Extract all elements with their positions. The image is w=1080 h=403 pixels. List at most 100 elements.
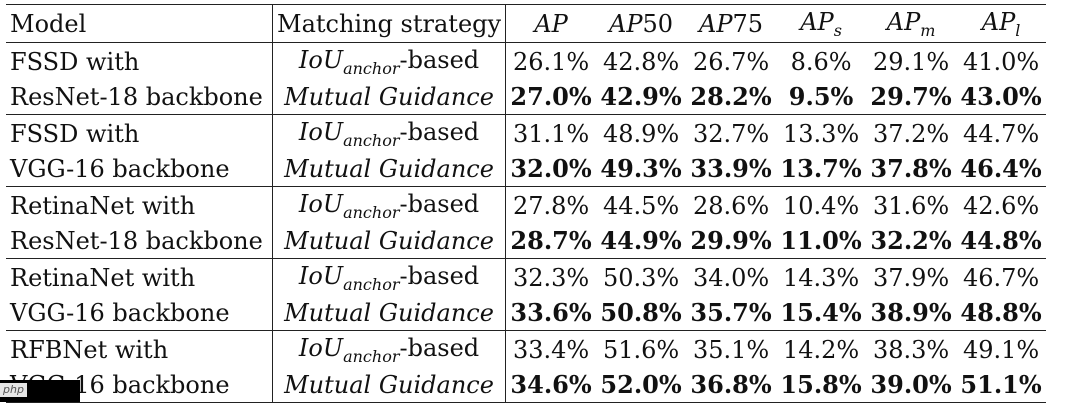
value-cell: 37.2% bbox=[866, 114, 957, 152]
iou-label: IoU bbox=[298, 262, 344, 290]
model-cell: ResNet-18 backbone bbox=[10, 227, 263, 255]
iou-subscript: anchor bbox=[343, 347, 400, 366]
value-cell: 29.9% bbox=[690, 226, 772, 255]
value-cell: 44.5% bbox=[596, 186, 687, 224]
value-cell: 14.3% bbox=[776, 258, 867, 296]
header-apl: APl bbox=[956, 4, 1047, 43]
value-cell: 26.1% bbox=[505, 42, 597, 80]
strategy-iou-cell: IoUanchor-based bbox=[271, 186, 507, 224]
value-cell: 48.9% bbox=[596, 114, 687, 152]
iou-label: IoU bbox=[298, 46, 344, 74]
strategy-iou-cell: IoUanchor-based bbox=[271, 330, 507, 368]
strategy-mutual-cell: Mutual Guidance bbox=[271, 224, 507, 259]
header-model: Model bbox=[6, 4, 273, 43]
value-cell: 33.6% bbox=[510, 298, 592, 327]
watermark-logo: php bbox=[0, 380, 80, 402]
value-cell: 8.6% bbox=[776, 42, 867, 80]
value-cell: 42.9% bbox=[600, 82, 682, 111]
table-row: FSSD with IoUanchor-based 31.1% 48.9% 32.7% 1… bbox=[6, 114, 1047, 152]
value-cell: 48.8% bbox=[960, 298, 1042, 327]
value-cell: 49.1% bbox=[956, 330, 1047, 368]
iou-suffix: -based bbox=[399, 118, 480, 146]
value-cell: 46.4% bbox=[960, 154, 1042, 183]
value-cell: 38.3% bbox=[866, 330, 957, 368]
model-cell: FSSD with bbox=[6, 114, 273, 152]
value-cell: 32.0% bbox=[510, 154, 592, 183]
value-cell: 39.0% bbox=[866, 368, 957, 403]
mutual-label: Mutual Guidance bbox=[284, 299, 494, 327]
iou-suffix: -based bbox=[399, 262, 480, 290]
strategy-mutual-cell: Mutual Guidance bbox=[271, 368, 507, 403]
mutual-label: Mutual Guidance bbox=[284, 155, 494, 183]
table-row: VGG-16 backbone Mutual Guidance 34.6% 52.0%… bbox=[6, 368, 1047, 403]
value-cell: 14.2% bbox=[776, 330, 867, 368]
model-cell: RFBNet with bbox=[6, 330, 273, 368]
value-cell: 44.9% bbox=[600, 226, 682, 255]
value-cell: 31.6% bbox=[866, 186, 957, 224]
value-cell: 51.6% bbox=[596, 330, 687, 368]
header-row: Model Matching strategy AP AP50 AP75 APs… bbox=[6, 4, 1047, 43]
value-cell: 36.8% bbox=[686, 368, 777, 403]
model-cell: VGG-16 backbone bbox=[10, 299, 230, 327]
value-cell: 38.9% bbox=[870, 298, 952, 327]
table-row: FSSD with IoUanchor-based 26.1% 42.8% 26.7% 8… bbox=[6, 42, 1047, 80]
mutual-label: Mutual Guidance bbox=[284, 371, 494, 399]
value-cell: 52.0% bbox=[596, 368, 687, 403]
iou-suffix: -based bbox=[399, 46, 480, 74]
strategy-iou-cell: IoUanchor-based bbox=[271, 42, 507, 80]
iou-label: IoU bbox=[298, 190, 344, 218]
strategy-iou-cell: IoUanchor-based bbox=[271, 114, 507, 152]
header-ap75: AP75 bbox=[686, 4, 777, 43]
table-row: RetinaNet with IoUanchor-based 27.8% 44.5% 2… bbox=[6, 186, 1047, 224]
value-cell: 28.6% bbox=[686, 186, 777, 224]
value-cell: 31.1% bbox=[505, 114, 597, 152]
strategy-mutual-cell: Mutual Guidance bbox=[271, 152, 507, 187]
value-cell: 28.7% bbox=[510, 226, 592, 255]
value-cell: 34.0% bbox=[686, 258, 777, 296]
strategy-mutual-cell: Mutual Guidance bbox=[271, 296, 507, 331]
value-cell: 26.7% bbox=[686, 42, 777, 80]
value-cell: 44.8% bbox=[960, 226, 1042, 255]
iou-subscript: anchor bbox=[343, 131, 400, 150]
table-row: VGG-16 backbone Mutual Guidance 32.0% 49.3%… bbox=[6, 152, 1046, 187]
model-cell: ResNet-18 backbone bbox=[10, 83, 263, 111]
value-cell: 42.6% bbox=[956, 186, 1047, 224]
value-cell: 34.6% bbox=[505, 368, 597, 403]
value-cell: 33.4% bbox=[505, 330, 597, 368]
model-cell: VGG-16 backbone bbox=[10, 155, 230, 183]
value-cell: 15.8% bbox=[776, 368, 867, 403]
table-row: RFBNet with IoUanchor-based 33.4% 51.6% 35.1… bbox=[6, 330, 1047, 368]
value-cell: 9.5% bbox=[788, 82, 854, 111]
value-cell: 27.8% bbox=[505, 186, 597, 224]
value-cell: 29.7% bbox=[870, 82, 952, 111]
header-strategy: Matching strategy bbox=[271, 4, 507, 43]
results-table-container: Model Matching strategy AP AP50 AP75 APs… bbox=[6, 4, 1047, 403]
strategy-iou-cell: IoUanchor-based bbox=[271, 258, 507, 296]
iou-subscript: anchor bbox=[343, 59, 400, 78]
header-apm: APm bbox=[866, 4, 957, 43]
value-cell: 50.8% bbox=[600, 298, 682, 327]
value-cell: 33.9% bbox=[690, 154, 772, 183]
value-cell: 29.1% bbox=[866, 42, 957, 80]
value-cell: 35.1% bbox=[686, 330, 777, 368]
model-cell: RetinaNet with bbox=[6, 186, 273, 224]
mutual-label: Mutual Guidance bbox=[284, 227, 494, 255]
table-row: ResNet-18 backbone Mutual Guidance 27.0% 42… bbox=[6, 80, 1046, 115]
value-cell: 13.7% bbox=[780, 154, 862, 183]
mutual-label: Mutual Guidance bbox=[284, 83, 494, 111]
value-cell: 35.7% bbox=[690, 298, 772, 327]
strategy-mutual-cell: Mutual Guidance bbox=[271, 80, 507, 115]
value-cell: 46.7% bbox=[956, 258, 1047, 296]
header-aps: APs bbox=[776, 4, 867, 43]
header-ap: AP bbox=[505, 4, 597, 43]
iou-suffix: -based bbox=[399, 190, 480, 218]
table-row: VGG-16 backbone Mutual Guidance 33.6% 50.8%… bbox=[6, 296, 1046, 331]
value-cell: 51.1% bbox=[956, 368, 1047, 403]
iou-subscript: anchor bbox=[343, 203, 400, 222]
value-cell: 37.9% bbox=[866, 258, 957, 296]
watermark-text: php bbox=[0, 383, 27, 397]
value-cell: 43.0% bbox=[960, 82, 1042, 111]
value-cell: 11.0% bbox=[780, 226, 862, 255]
iou-label: IoU bbox=[298, 334, 344, 362]
value-cell: 41.0% bbox=[956, 42, 1047, 80]
